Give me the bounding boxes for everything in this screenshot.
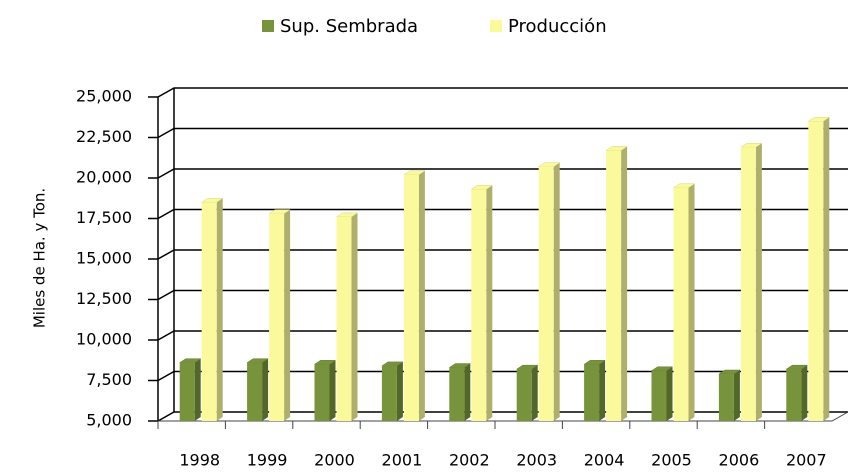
bar-front <box>179 362 195 421</box>
bar-front <box>336 216 352 421</box>
y-tick-label: 17,500 <box>76 208 132 227</box>
legend-label: Sup. Sembrada <box>280 16 418 37</box>
bar-front <box>786 369 802 421</box>
bar <box>718 369 741 421</box>
legend-swatch <box>490 20 502 32</box>
x-tick-label: 2003 <box>516 451 557 470</box>
bar-front <box>201 202 217 421</box>
bar-side <box>396 361 403 421</box>
bar-front <box>538 166 554 421</box>
y-tick-label: 5,000 <box>86 411 132 430</box>
y-tick-label: 15,000 <box>76 249 132 268</box>
bar-side <box>418 170 425 421</box>
bar-side <box>755 143 762 421</box>
grid-line <box>157 87 848 98</box>
bar-front <box>269 213 285 421</box>
bar <box>178 358 202 421</box>
bar-side <box>823 117 830 422</box>
bar <box>650 366 674 421</box>
bar-front <box>673 187 689 421</box>
bar <box>200 198 224 421</box>
bar-side <box>553 162 560 421</box>
bar-front <box>314 364 330 421</box>
bar-side <box>733 370 740 421</box>
bar-front <box>740 147 756 421</box>
bar-side <box>284 209 291 421</box>
bar-front <box>808 121 824 422</box>
bar-front <box>247 362 263 421</box>
bar-side <box>486 185 493 421</box>
y-tick-label: 7,500 <box>86 370 132 389</box>
x-tick-label: 2005 <box>651 451 692 470</box>
y-tick-label: 10,000 <box>76 330 132 349</box>
x-tick-label: 1998 <box>179 451 220 470</box>
bar <box>672 183 696 421</box>
bar <box>313 360 337 421</box>
y-tick-label: 25,000 <box>76 87 132 106</box>
bar-front <box>718 374 734 421</box>
y-axis-label: Miles de Ha. y Ton. <box>31 188 49 328</box>
bar-side <box>329 360 336 421</box>
bar <box>381 361 404 421</box>
bar <box>268 209 291 421</box>
bar <box>785 364 809 421</box>
bar <box>740 142 763 421</box>
bar-front <box>403 174 419 421</box>
bar-front <box>606 150 622 421</box>
bar <box>605 146 628 421</box>
bar-side <box>666 366 673 421</box>
x-tick-label: 2007 <box>786 451 827 470</box>
bar <box>403 170 426 421</box>
bar <box>583 360 606 421</box>
legend-label: Producción <box>508 16 607 37</box>
bar-side <box>688 183 695 421</box>
bar-side <box>216 198 223 421</box>
bar <box>335 212 359 421</box>
y-tick-label: 20,000 <box>76 168 132 187</box>
x-tick-label: 2004 <box>584 451 625 470</box>
bar-side <box>351 212 358 421</box>
x-tick-label: 2006 <box>719 451 760 470</box>
grid-line <box>157 127 848 139</box>
bar-side <box>621 146 628 421</box>
bar-side <box>464 363 471 421</box>
legend-swatch <box>262 20 274 32</box>
x-tick-label: 2001 <box>382 451 423 470</box>
x-tick-label: 2000 <box>314 451 355 470</box>
x-tick-label: 2002 <box>449 451 490 470</box>
bar-front <box>584 364 600 421</box>
bar-side <box>801 365 808 421</box>
bar-side <box>599 360 606 421</box>
bar-side <box>531 365 538 421</box>
x-tick-label: 1999 <box>247 451 288 470</box>
bar-front <box>471 189 487 421</box>
bar-front <box>381 365 397 421</box>
y-tick-label: 22,500 <box>76 127 132 146</box>
bar-side <box>262 358 269 421</box>
y-tick-label: 12,500 <box>76 289 132 308</box>
bar <box>470 185 494 421</box>
bar <box>515 364 539 421</box>
bar <box>807 117 831 422</box>
bar-side <box>194 358 201 421</box>
bar-front <box>449 367 465 421</box>
bar <box>246 358 269 421</box>
bar <box>448 363 472 421</box>
bar <box>537 162 561 421</box>
bar-front <box>516 369 532 421</box>
bar-front <box>651 370 667 421</box>
